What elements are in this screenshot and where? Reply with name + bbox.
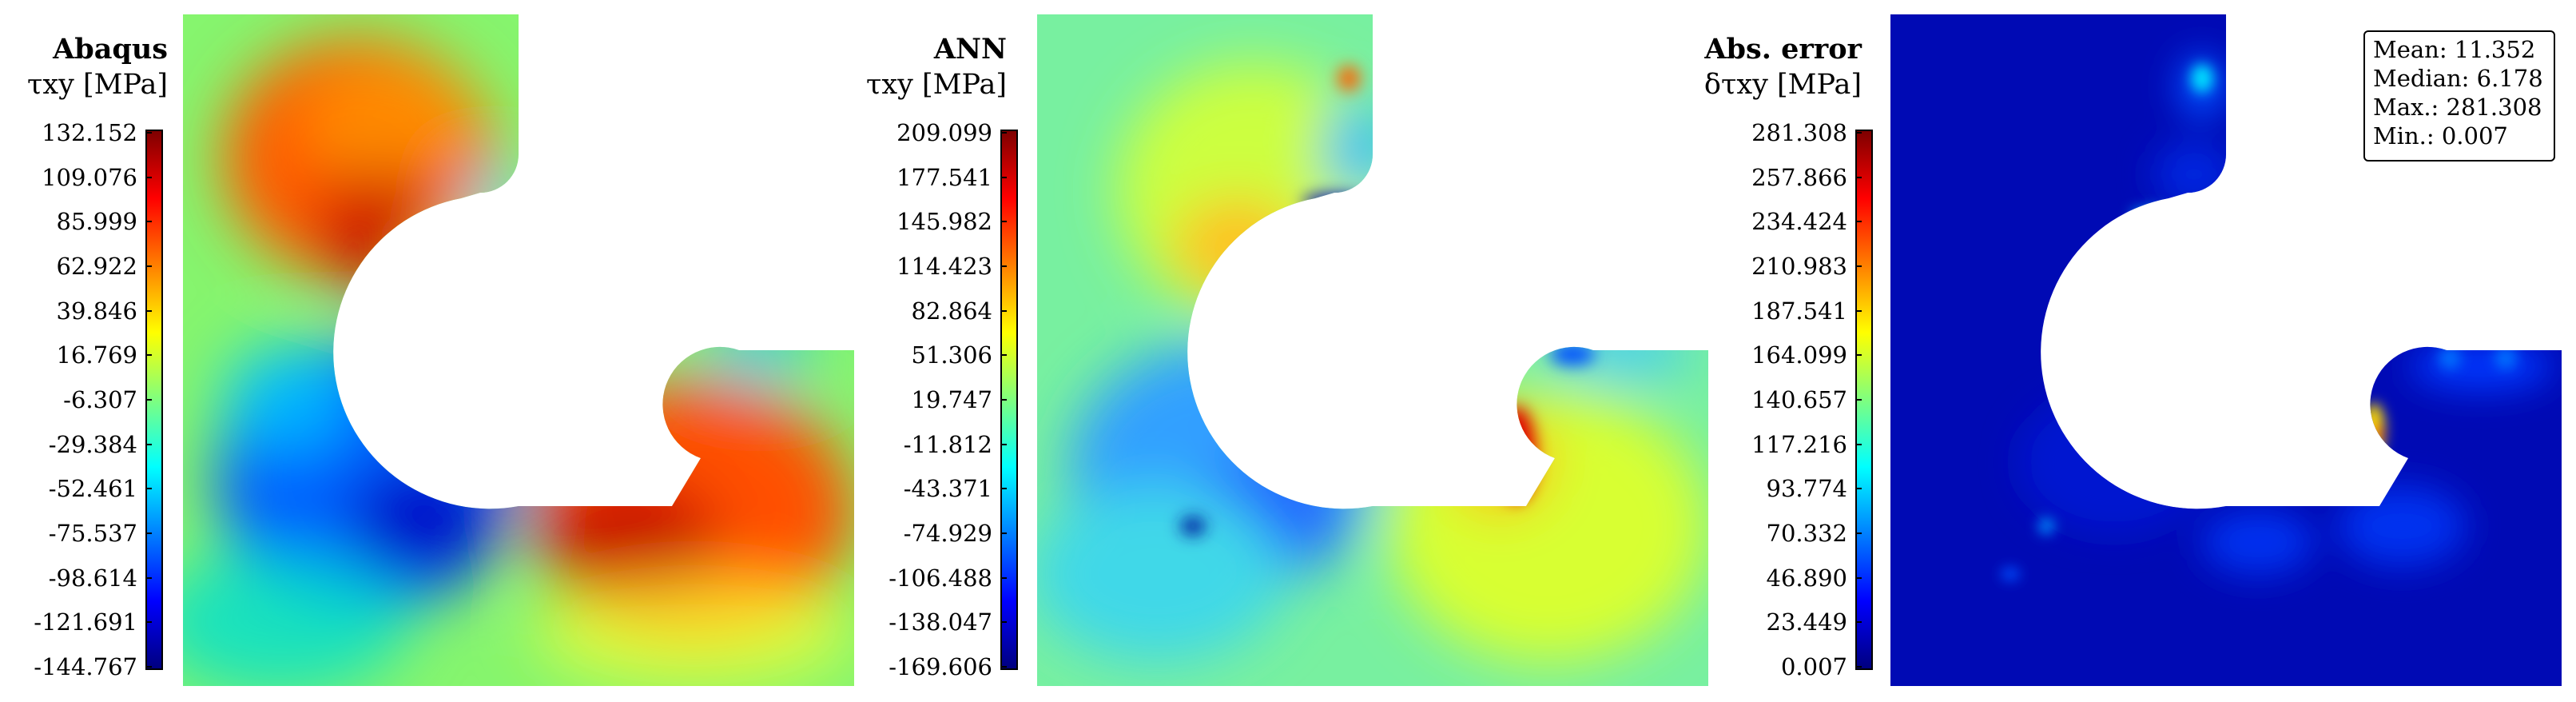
colorbar-tick-label: 145.982 [896, 208, 992, 236]
colorbar-tick-label: 46.890 [1766, 564, 1847, 592]
colorbar-tick-mark [1855, 532, 1862, 534]
colorbar-tick-mark [1855, 621, 1862, 624]
colorbar-tick-label: -144.767 [34, 653, 137, 680]
colorbar-tick-mark [1855, 132, 1862, 134]
colorbar-tick-mark [1000, 666, 1007, 668]
colorbar-tick-label: 70.332 [1766, 520, 1847, 547]
colorbar-tick-label: 210.983 [1751, 253, 1847, 280]
colorbar-tick-mark [1000, 265, 1007, 267]
colorbar-tick-label: 164.099 [1751, 341, 1847, 369]
colorbar-tick-mark [1000, 176, 1007, 178]
panel-title-abaqus: Abaqus τxy [MPa] [0, 32, 168, 102]
colorbar-tick-mark [1855, 354, 1862, 357]
colorbar-tick-label: 51.306 [911, 341, 992, 369]
colorbar-tick-label: 39.846 [56, 297, 137, 325]
colorbar-tick-label: -138.047 [888, 608, 992, 636]
panel-title-text: Abaqus [53, 33, 168, 66]
colorbar-tick-label: 234.424 [1751, 208, 1847, 236]
colorbar-tick-mark [1000, 443, 1007, 445]
colorbar-tick-mark [1855, 443, 1862, 445]
colorbar-tick-label: 257.866 [1751, 163, 1847, 191]
colorbar-tick-mark [145, 666, 152, 668]
colorbar-tick-label: 114.423 [896, 253, 992, 280]
contour-plot-ann [1037, 14, 1708, 686]
colorbar-tick-mark [1855, 488, 1862, 490]
colorbar-tick-mark [145, 621, 152, 624]
contour-svg-ann [1037, 14, 1708, 686]
panel-title-ann: ANN τxy [MPa] [839, 32, 1007, 102]
colorbar-label: τxy [MPa] [27, 69, 168, 101]
colorbar-tick-mark [1000, 354, 1007, 357]
colorbar-tick-mark [1000, 576, 1007, 579]
colorbar-tick-mark [1855, 221, 1862, 223]
colorbar-tick-mark [1000, 309, 1007, 312]
colorbar-tick-label: -6.307 [63, 386, 137, 413]
colorbar-tick-label: 209.099 [896, 119, 992, 146]
colorbar-tick-mark [1855, 265, 1862, 267]
colorbar-tick-mark [1855, 666, 1862, 668]
colorbar-tick-label: -121.691 [34, 608, 137, 636]
colorbar-tick-mark [1855, 576, 1862, 579]
colorbar-tick-label: 117.216 [1751, 430, 1847, 458]
colorbar-tick-mark [145, 176, 152, 178]
colorbar-tick-mark [145, 309, 152, 312]
colorbar-tick-label: 187.541 [1751, 297, 1847, 325]
colorbar-label: δτxy [MPa] [1703, 69, 1862, 101]
stat-max: Max.: 281.308 [2373, 94, 2542, 121]
colorbar-tick-mark [1000, 132, 1007, 134]
colorbar-tick-label: 140.657 [1751, 386, 1847, 413]
colorbar-tick-label: -74.929 [903, 520, 992, 547]
panel-title-error: Abs. error δτxy [MPa] [1694, 32, 1862, 102]
colorbar-tick-mark [145, 132, 152, 134]
colorbar-tick-mark [145, 532, 152, 534]
colorbar-tick-mark [1000, 532, 1007, 534]
colorbar-tick-label: -43.371 [903, 475, 992, 503]
colorbar-tick-mark [145, 399, 152, 401]
colorbar-tick-label: -98.614 [48, 564, 137, 592]
colorbar-tick-mark [145, 265, 152, 267]
contour-svg-abaqus [183, 14, 854, 686]
colorbar-tick-label: 23.449 [1766, 608, 1847, 636]
colorbar-tick-label: -169.606 [888, 653, 992, 680]
colorbar-tick-label: 62.922 [56, 253, 137, 280]
panel-title-text: ANN [933, 33, 1007, 66]
colorbar-tick-label: 93.774 [1766, 475, 1847, 503]
stat-mean: Mean: 11.352 [2373, 36, 2536, 63]
colorbar-tick-label: -11.812 [903, 430, 992, 458]
colorbar-tick-label: -75.537 [48, 520, 137, 547]
colorbar-label: τxy [MPa] [866, 69, 1007, 101]
colorbar-tick-label: -106.488 [888, 564, 992, 592]
colorbar-tick-mark [1000, 621, 1007, 624]
colorbar-tick-mark [145, 488, 152, 490]
colorbar-tick-label: 82.864 [911, 297, 992, 325]
colorbar-tick-mark [145, 354, 152, 357]
colorbar-tick-label: 281.308 [1751, 119, 1847, 146]
colorbar-tick-mark [1000, 399, 1007, 401]
colorbar-tick-label: 19.747 [911, 386, 992, 413]
colorbar-tick-mark [1000, 488, 1007, 490]
colorbar-tick-label: -29.384 [48, 430, 137, 458]
colorbar-tick-mark [1855, 176, 1862, 178]
stat-min: Min.: 0.007 [2373, 122, 2508, 150]
colorbar-tick-mark [1000, 221, 1007, 223]
colorbar-tick-mark [145, 443, 152, 445]
stats-box: Mean: 11.352 Median: 6.178 Max.: 281.308… [2363, 30, 2555, 162]
colorbar-tick-label: 16.769 [56, 341, 137, 369]
colorbar-tick-label: 109.076 [42, 163, 137, 191]
colorbar-tick-mark [1855, 309, 1862, 312]
colorbar-tick-label: 85.999 [56, 208, 137, 236]
colorbar-tick-label: -52.461 [48, 475, 137, 503]
stat-median: Median: 6.178 [2373, 65, 2543, 92]
colorbar-tick-mark [145, 576, 152, 579]
colorbar-tick-label: 0.007 [1780, 653, 1847, 680]
colorbar-tick-label: 177.541 [896, 163, 992, 191]
colorbar-tick-mark [145, 221, 152, 223]
colorbar-tick-label: 132.152 [42, 119, 137, 146]
colorbar-tick-mark [1855, 399, 1862, 401]
contour-plot-abaqus [183, 14, 854, 686]
panel-title-text: Abs. error [1704, 33, 1862, 66]
